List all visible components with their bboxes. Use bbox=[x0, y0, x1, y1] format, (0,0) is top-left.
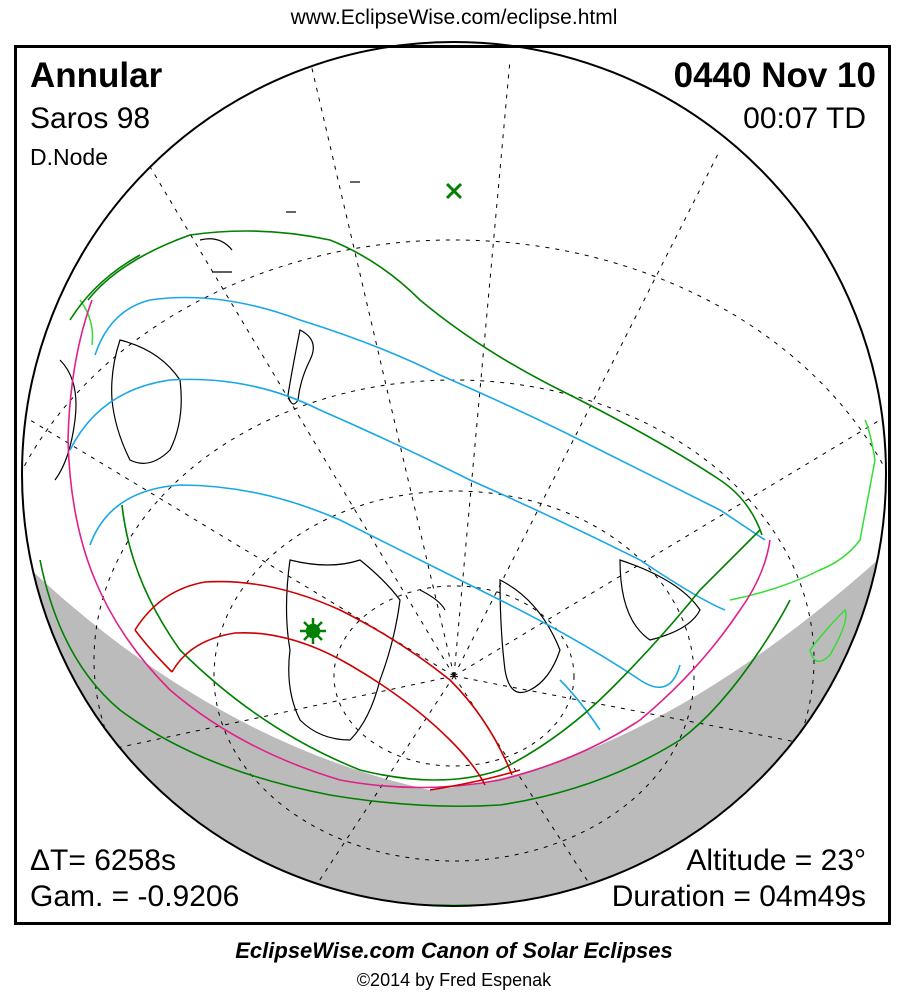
eclipse-type: Annular bbox=[30, 56, 163, 95]
copyright: ©2014 by Fred Espenak bbox=[356, 970, 552, 990]
night-shading bbox=[22, 540, 886, 906]
canon-title: EclipseWise.com Canon of Solar Eclipses bbox=[235, 938, 673, 963]
sub-solar-marker bbox=[445, 182, 463, 200]
eclipse-time: 00:07 TD bbox=[743, 102, 866, 135]
greatest-eclipse-marker bbox=[300, 618, 326, 644]
magnitude-curves bbox=[69, 296, 766, 731]
eclipse-map-frame bbox=[14, 45, 891, 925]
globe-outline bbox=[21, 41, 887, 907]
eclipse-date: 0440 Nov 10 bbox=[673, 56, 876, 95]
duration: Duration = 04m49s bbox=[611, 880, 866, 913]
umbral-path bbox=[134, 580, 521, 791]
node-label: D.Node bbox=[30, 144, 108, 170]
delta-t: ΔT= 6258s bbox=[30, 844, 176, 877]
gamma: Gam. = -0.9206 bbox=[30, 880, 240, 913]
coastlines bbox=[54, 181, 701, 741]
penumbral-limits bbox=[39, 230, 791, 808]
source-url: www.EclipseWise.com/eclipse.html bbox=[290, 6, 618, 29]
altitude: Altitude = 23° bbox=[686, 844, 866, 877]
saros-number: Saros 98 bbox=[30, 102, 151, 135]
rise-set-curves bbox=[67, 299, 771, 789]
